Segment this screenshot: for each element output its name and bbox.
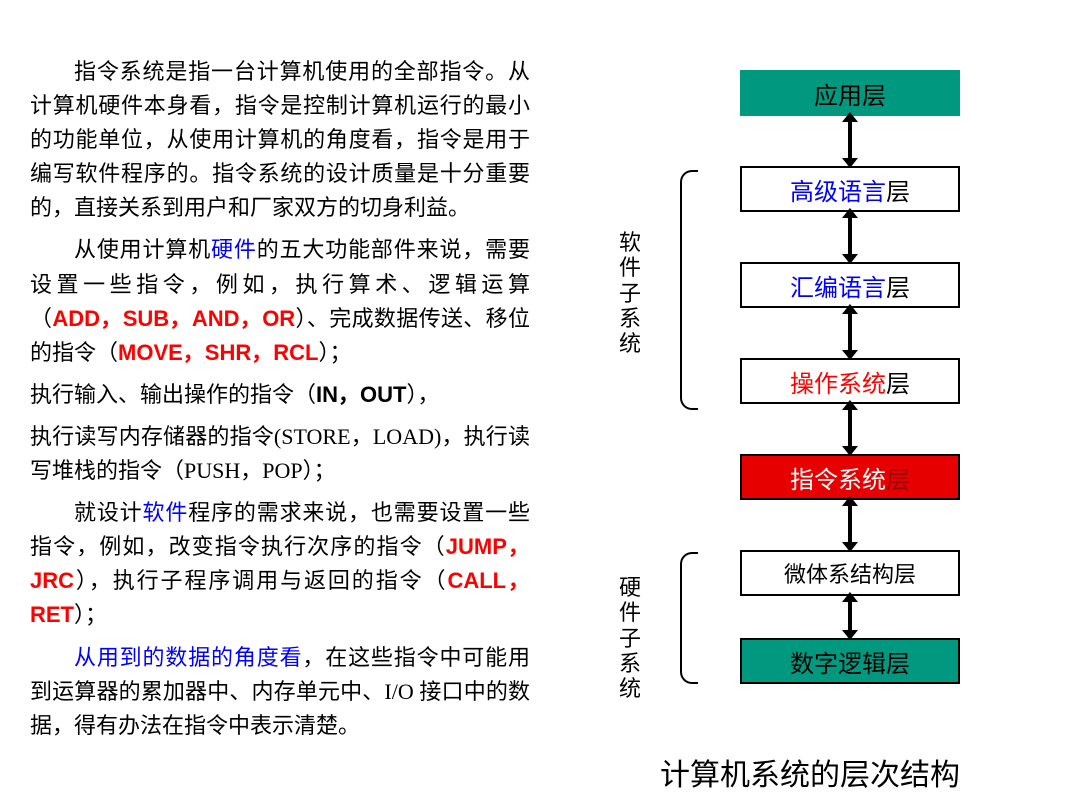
- lead: 从用到的数据的角度看: [74, 645, 302, 670]
- brace-software: [680, 170, 698, 410]
- arrow-0: [848, 120, 852, 160]
- text: 就设计: [74, 500, 143, 525]
- arrow-4: [848, 504, 852, 544]
- brace-hardware: [680, 552, 698, 684]
- arrow-2: [848, 312, 852, 352]
- layer-box-1: 高级语言层: [740, 166, 960, 212]
- layer-diagram: 软件子系统 硬件子系统 计算机系统的层次结构 应用层高级语言层汇编语言层操作系统…: [550, 70, 1070, 770]
- layer-box-0: 应用层: [740, 70, 960, 116]
- diagram-title: 计算机系统的层次结构: [550, 750, 1070, 794]
- layer-box-5: 微体系结构层: [740, 550, 960, 596]
- hw-word: 硬件: [211, 237, 257, 262]
- text: ）；: [318, 340, 351, 365]
- arrow-5: [848, 600, 852, 632]
- para-3: 执行输入、输出操作的指令（IN，OUT），: [30, 378, 530, 412]
- arrow-1: [848, 216, 852, 256]
- ops: MOVE，SHR，RCL: [118, 340, 318, 365]
- arrow-3: [848, 408, 852, 448]
- layer-box-6: 数字逻辑层: [740, 638, 960, 684]
- text: ），: [406, 382, 439, 407]
- text: 执行输入、输出操作的指令（: [30, 382, 316, 407]
- para-2: 从使用计算机硬件的五大功能部件来说，需要设置一些指令，例如，执行算术、逻辑运算（…: [30, 233, 530, 369]
- hardware-subsystem-label: 硬件子系统: [618, 575, 642, 701]
- layer-box-3: 操作系统层: [740, 358, 960, 404]
- text: ），执行子程序调用与返回的指令（: [74, 568, 447, 593]
- para-4: 执行读写内存储器的指令(STORE，LOAD)，执行读写堆栈的指令（PUSH，P…: [30, 420, 530, 488]
- software-subsystem-label: 软件子系统: [618, 230, 642, 356]
- para-1: 指令系统是指一台计算机使用的全部指令。从计算机硬件本身看，指令是控制计算机运行的…: [30, 55, 530, 225]
- sw-word: 软件: [143, 500, 189, 525]
- text: ）；: [74, 602, 107, 627]
- ops: ADD，SUB，AND，OR: [52, 306, 295, 331]
- para-5: 就设计软件程序的需求来说，也需要设置一些指令，例如，改变指令执行次序的指令（JU…: [30, 496, 530, 632]
- text-body: 指令系统是指一台计算机使用的全部指令。从计算机硬件本身看，指令是控制计算机运行的…: [30, 55, 530, 751]
- para-6: 从用到的数据的角度看，在这些指令中可能用到运算器的累加器中、内存单元中、I/O …: [30, 641, 530, 743]
- text: 从使用计算机: [74, 237, 211, 262]
- layer-box-2: 汇编语言层: [740, 262, 960, 308]
- layer-box-4: 指令系统层: [740, 454, 960, 500]
- ops: IN，OUT: [316, 382, 406, 407]
